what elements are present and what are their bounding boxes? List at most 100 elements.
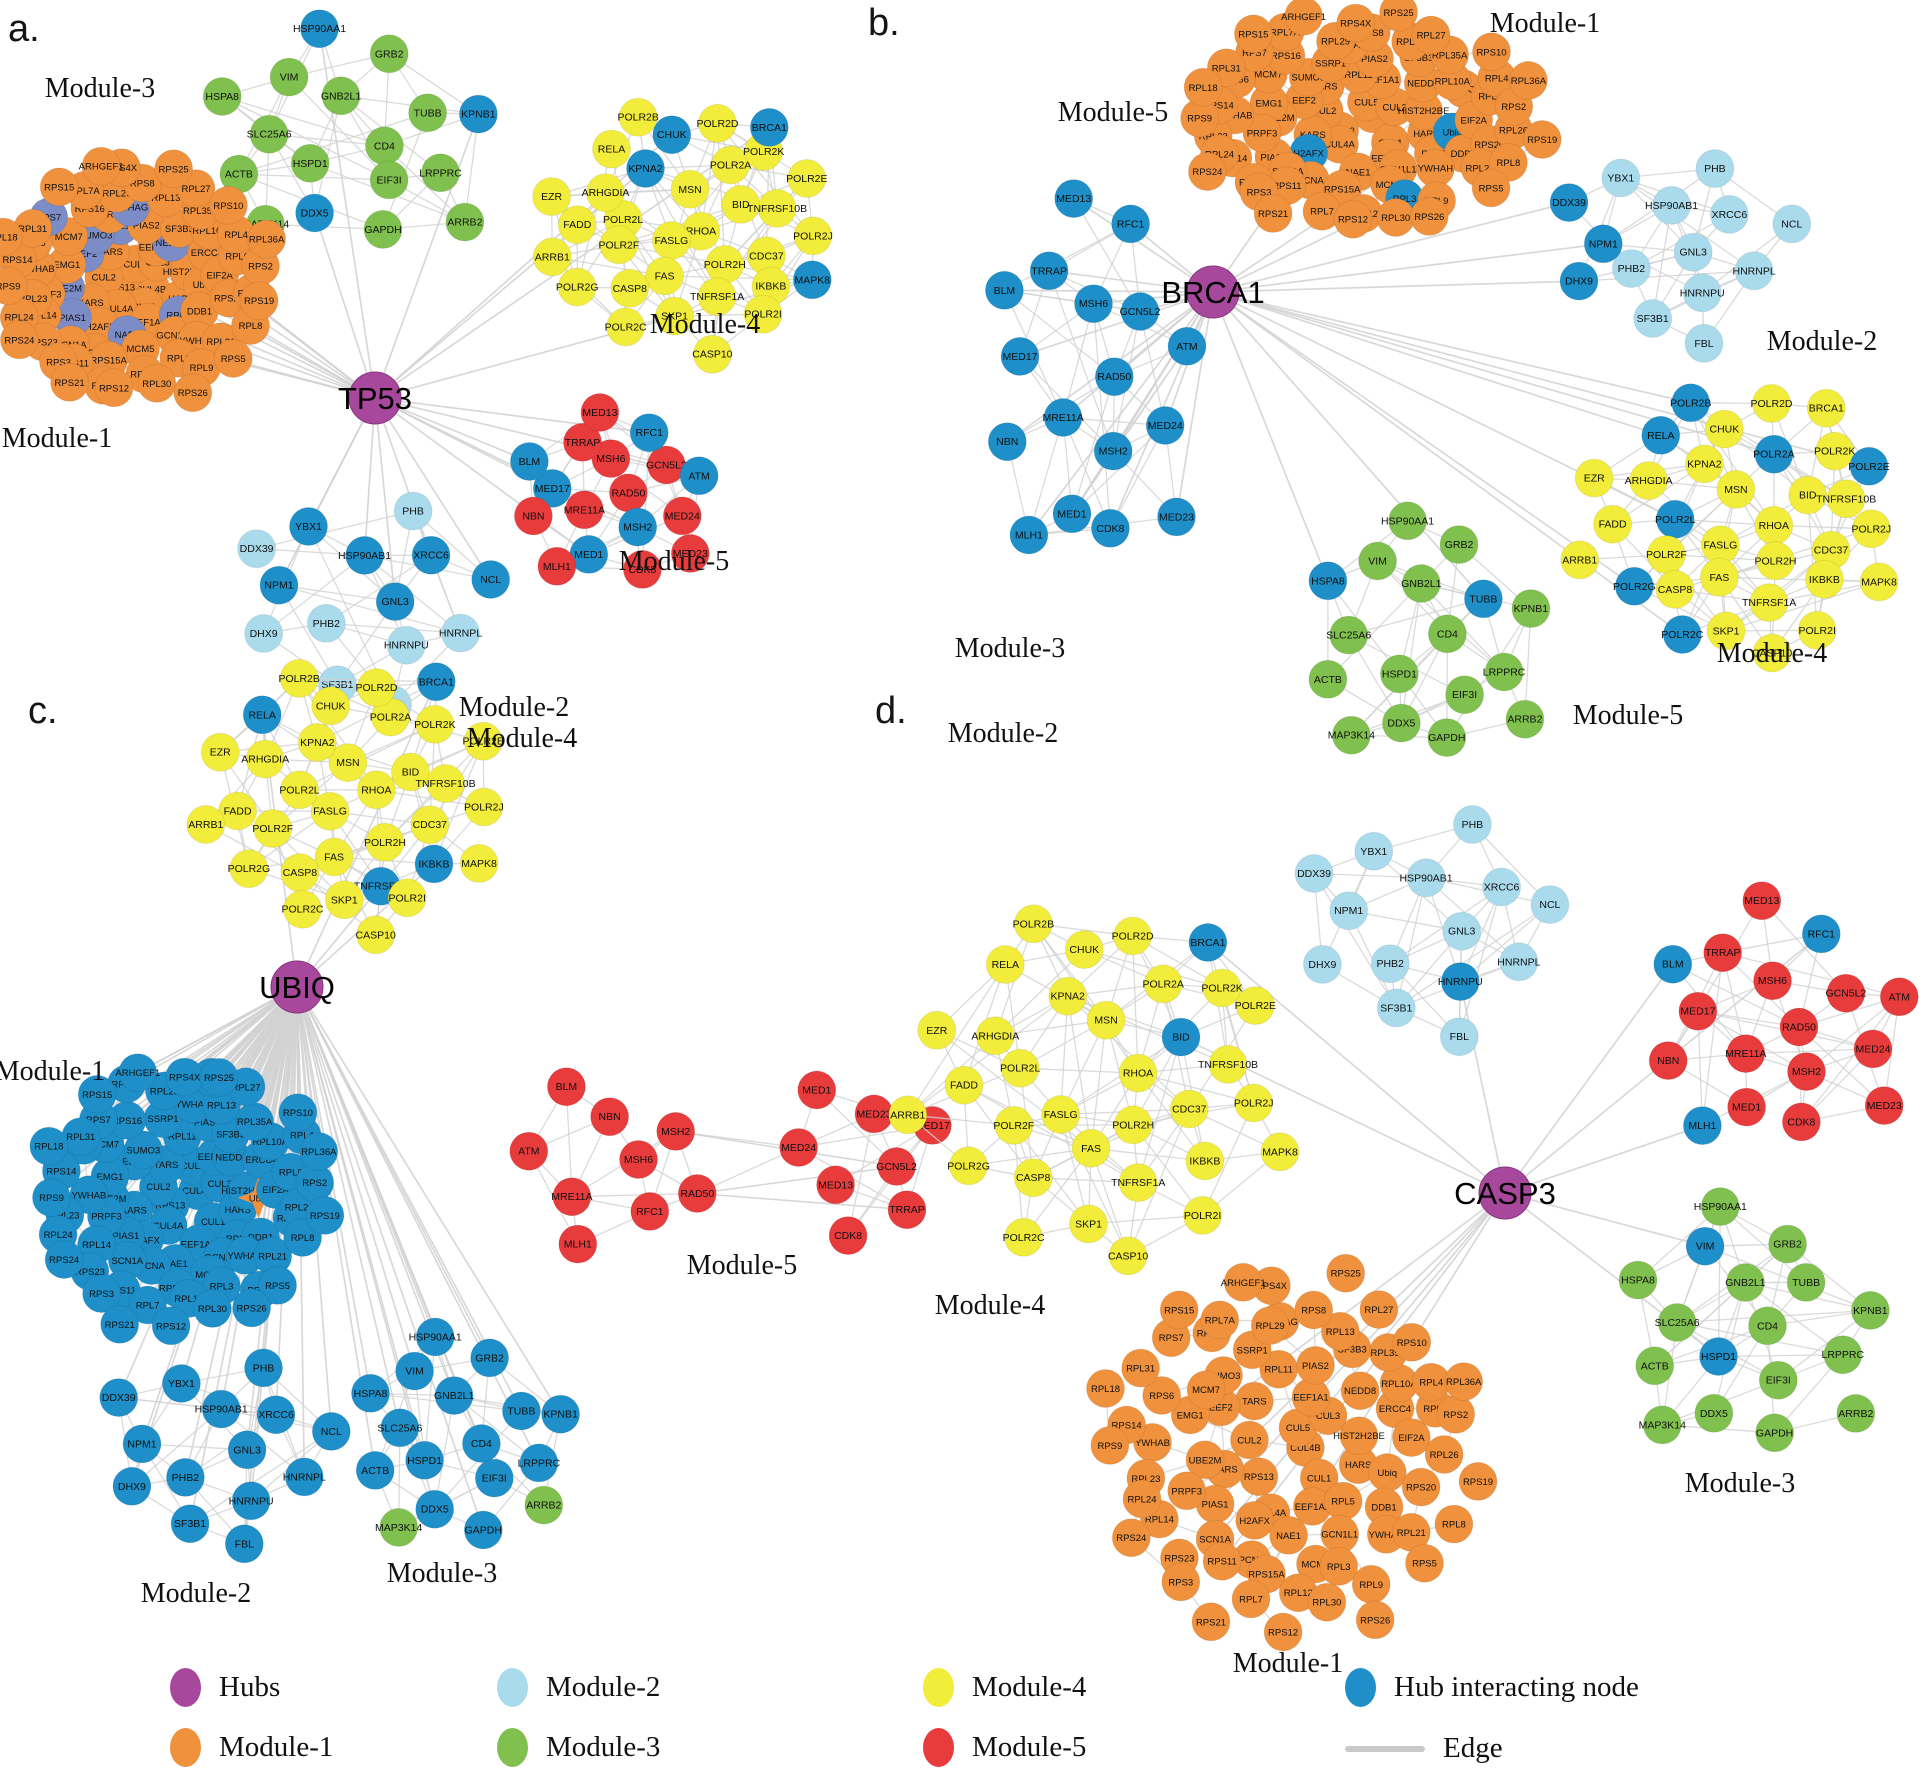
gene-node [0,320,39,360]
edge [907,995,1069,1116]
gene-node [1699,557,1739,597]
gene-node [797,1070,837,1110]
gene-node-label: ARRB1 [535,251,570,263]
gene-node-label: MCM7 [55,232,83,243]
gene-node [1188,923,1228,962]
gene-node-label: NBN [996,436,1018,448]
gene-node-label: DDX5 [301,208,329,220]
gene-node-label: HSP90AA1 [1381,515,1434,527]
module-label: Module-5 [1573,700,1683,731]
gene-node [459,843,499,883]
hub-spoke-edge [1212,291,1870,468]
gene-node [606,307,646,347]
gene-node-label: MLH1 [1015,530,1043,542]
gene-node-label: LRPPRC [1821,1349,1864,1361]
module-label: Module-3 [387,1558,497,1589]
gene-node-label: RPL4 [290,1131,314,1142]
gene-node-label: KPNB1 [543,1409,578,1421]
gene-node [186,805,226,844]
gene-node [82,1274,122,1314]
gene-node-label: RPL7A [1270,28,1301,39]
gene-node [470,1338,510,1378]
gene-node-label: EIF3I [1452,689,1477,701]
gene-node [415,704,455,744]
gene-node-label: POLR2J [1851,523,1891,535]
edge [1004,289,1141,313]
gene-node-label: CUL2 [1312,106,1336,117]
gene-node [793,216,833,256]
gene-node-label: BLM [994,285,1016,297]
gene-node [552,1177,592,1217]
gene-node-label: RPS19 [310,1211,340,1222]
gene-node [1753,961,1792,1001]
gene-node-label: SUMO3 [79,231,113,242]
gene-node-label: PHB [1704,163,1726,175]
labels-layer: Module-4 Module-1 Module-2 Module-3 Module-5… [0,723,797,1609]
gene-node-label: HSPA8 [1621,1275,1655,1287]
gene-node-label: HNRNPL [1497,956,1540,968]
gene-node-label: HNRNPL [439,628,482,640]
edge [716,123,726,265]
gene-node-label: RPS15 [44,182,74,193]
gene-node-label: NEDD8 [1344,1386,1376,1397]
gene-node-label: GNB2L1 [434,1390,474,1402]
gene-node [242,695,282,735]
edge [118,1396,277,1416]
module-label: Module-2 [459,692,569,723]
module-label: Module-1 [1233,1648,1343,1679]
edge [847,1113,875,1236]
edge [1400,583,1422,724]
gene-node-label: CHUK [1710,424,1740,436]
gene-node-label: RPS3 [46,357,71,368]
gene-node-label: MED1 [1057,508,1086,520]
module-label: Module-3 [45,73,155,104]
gene-node-label: RPS21 [105,1320,135,1331]
edges-layer [907,823,1900,1633]
gene-node-label: RPL7A [70,186,101,197]
gene-node [434,1376,474,1416]
gene-node [1452,805,1492,844]
gene-node [1859,562,1899,602]
gene-node-label: RPL26 [1430,1450,1459,1461]
gene-node-label: MAP3K14 [1639,1419,1686,1431]
gene-node-label: MRE11A [564,504,605,516]
gene-node-label: CDK8 [1096,523,1124,535]
gene-node-label: MSN [678,184,701,196]
gene-node [173,373,213,413]
gene-node-label: CUL2 [146,1182,170,1193]
gene-node-label: ARRB2 [447,217,482,229]
gene-node-label: MED24 [665,510,700,522]
gene-node-label: POLR2F [252,823,293,835]
gene-node [414,844,454,884]
gene-node-label: PCNA [1297,176,1324,187]
gene-node-label: RPL5 [1331,1497,1355,1508]
gene-node-label: LRPPRC [1483,667,1526,679]
gene-node-label: VIM [405,1366,424,1378]
gene-node-label: GAPDH [1756,1427,1793,1439]
gene-node-label: RPS11 [106,1285,135,1296]
gene-node [0,217,23,257]
gene-node-label: RHOA [1123,1068,1153,1080]
edge [1048,270,1114,452]
gene-node [1629,461,1669,501]
gene-node [253,809,293,849]
gene-node [698,103,737,143]
gene-node [1118,1163,1158,1203]
gene-node-label: RPL7 [136,1301,160,1312]
gene-node-label: RPS4X [169,1073,201,1084]
gene-node [1709,194,1749,234]
gene-node-label: YBX1 [1360,846,1387,858]
gene-node-label: YWHAB [20,264,55,275]
gene-node [0,266,28,306]
gene-node [622,549,662,589]
gene-node [1706,611,1746,651]
gene-node-label: DDX5 [1387,718,1415,730]
gene-node-label: RPS2 [248,262,273,273]
edge [1062,303,1095,418]
gene-node-label: RPS10 [1476,47,1506,58]
panel-c-letter: c. [28,690,58,732]
gene-node-label: RPS2 [302,1178,327,1189]
gene-node [1641,415,1681,455]
gene-node [519,1443,559,1483]
gene-node-label: MSH2 [1099,446,1128,458]
